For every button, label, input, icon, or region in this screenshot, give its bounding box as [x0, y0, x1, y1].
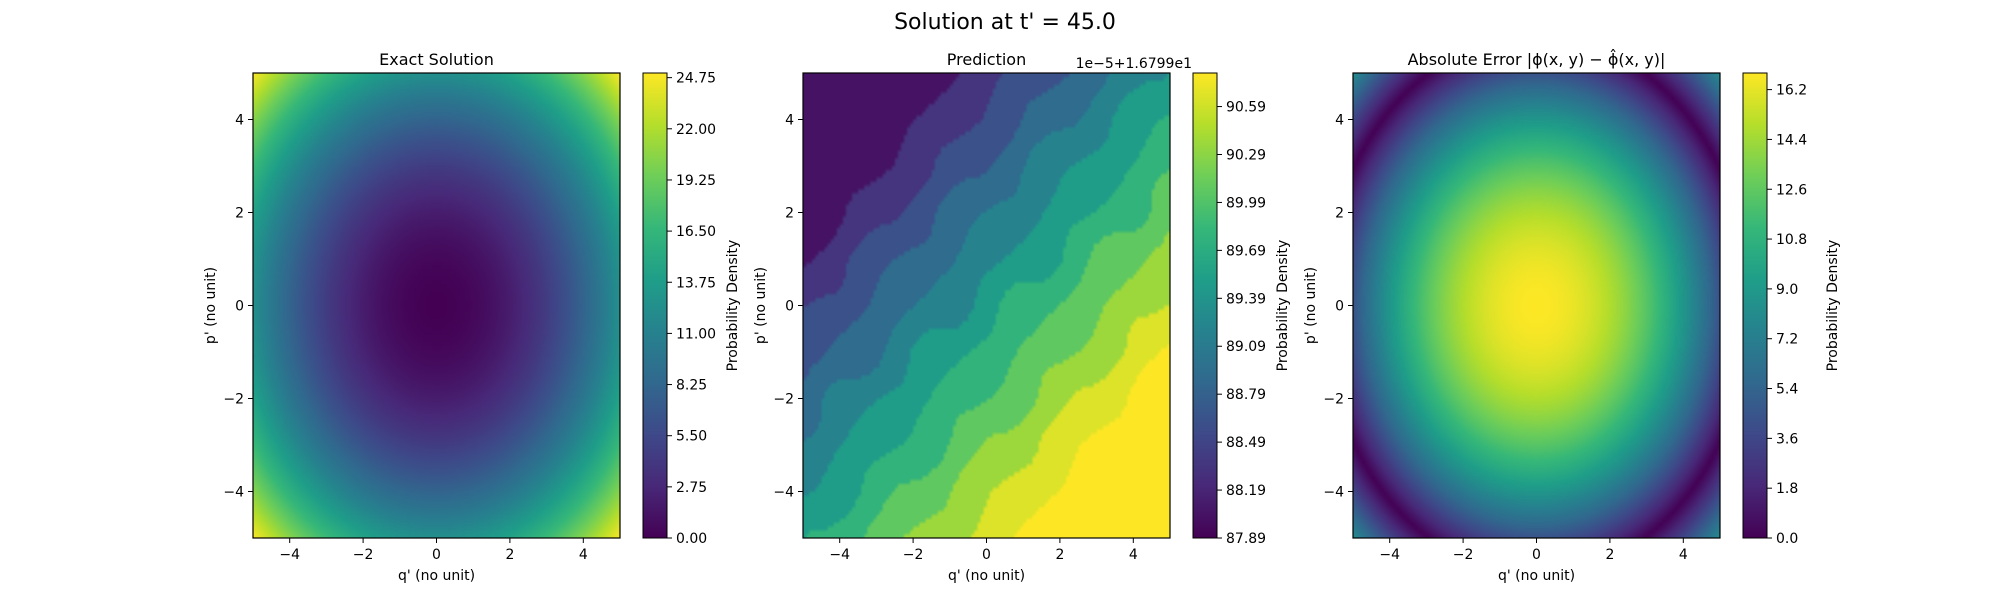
y-tick-label: 2 [235, 206, 244, 222]
y-tick-label: −4 [1323, 485, 1344, 501]
x-tick-label: −2 [1453, 547, 1474, 563]
x-tick-label: −4 [279, 547, 300, 563]
y-axis-label: p' (no unit) [203, 267, 219, 344]
colorbar-tick-label: 24.75 [676, 71, 716, 87]
colorbar-tick-label: 3.6 [1776, 431, 1798, 447]
colorbar-tick-label: 5.4 [1776, 382, 1798, 398]
x-tick-label: −2 [353, 547, 374, 563]
colorbar-frame [642, 72, 668, 539]
colorbar-tick-label: 89.69 [1226, 243, 1266, 259]
y-tick-label: −4 [223, 485, 244, 501]
colorbar-tick-label: 2.75 [676, 480, 707, 496]
x-tick-label: −4 [1379, 547, 1400, 563]
panel-title: Prediction [947, 50, 1026, 69]
y-tick-label: −2 [773, 392, 794, 408]
panels: Exact Solution −4 −2 0 2 4 4 2 0 −2 −4 q' (no unit)… [203, 49, 1841, 584]
y-tick-label: 4 [235, 113, 244, 129]
x-tick-label: 0 [982, 547, 991, 563]
colorbar-tick-label: 1.8 [1776, 481, 1798, 497]
heatmap-image [803, 73, 1170, 538]
x-axis-label: q' (no unit) [1498, 568, 1575, 584]
x-tick-label: 4 [579, 547, 588, 563]
panel-2: Prediction −4 −2 0 2 4 4 2 0 −2 −4 q' (no unit) p' (… [753, 50, 1291, 584]
colorbar [643, 73, 667, 538]
colorbar-tick-label: 13.75 [676, 275, 716, 291]
colorbar-tick-label: 16.50 [676, 224, 716, 240]
panel-title: Exact Solution [379, 50, 494, 69]
colorbar-tick-label: 19.25 [676, 173, 716, 189]
colorbar-tick-label: 8.25 [676, 378, 707, 394]
y-tick-label: 0 [785, 299, 794, 315]
colorbar-tick-label: 11.00 [676, 326, 716, 342]
colorbar-tick-label: 89.99 [1226, 195, 1266, 211]
colorbar-tick-label: 14.4 [1776, 132, 1807, 148]
colorbar-tick-label: 87.89 [1226, 531, 1266, 547]
colorbar-tick-label: 9.0 [1776, 282, 1798, 298]
colorbar-tick-label: 7.2 [1776, 332, 1798, 348]
colorbar-tick-label: 16.2 [1776, 83, 1807, 99]
x-tick-label: 4 [1679, 547, 1688, 563]
y-tick-label: 0 [1335, 299, 1344, 315]
colorbar [1743, 73, 1767, 538]
colorbar-tick-label: 88.19 [1226, 483, 1266, 499]
colorbar [1193, 73, 1217, 538]
x-tick-label: 0 [1532, 547, 1541, 563]
colorbar-tick-label: 88.49 [1226, 435, 1266, 451]
colorbar-label: Probability Density [1275, 240, 1291, 372]
colorbar-frame [1742, 72, 1768, 539]
colorbar-tick-label: 89.09 [1226, 339, 1266, 355]
colorbar-tick-label: 89.39 [1226, 291, 1266, 307]
x-tick-label: 0 [432, 547, 441, 563]
x-tick-label: 2 [505, 547, 514, 563]
colorbar-tick-label: 88.79 [1226, 387, 1266, 403]
colorbar-tick-label: 10.8 [1776, 232, 1807, 248]
heatmap-image [1353, 73, 1720, 538]
colorbar-tick-label: 22.00 [676, 122, 716, 138]
panel-1: Exact Solution −4 −2 0 2 4 4 2 0 −2 −4 q' (no unit)… [203, 50, 741, 584]
figure-suptitle: Solution at t' = 45.0 [894, 10, 1116, 35]
x-tick-label: 4 [1129, 547, 1138, 563]
x-axis-label: q' (no unit) [398, 568, 475, 584]
heatmap-image [253, 73, 620, 538]
colorbar-tick-label: 90.29 [1226, 147, 1266, 163]
y-axis-label: p' (no unit) [753, 267, 769, 344]
colorbar-tick-label: 90.59 [1226, 100, 1266, 116]
y-tick-label: 0 [235, 299, 244, 315]
colorbar-label: Probability Density [725, 240, 741, 372]
y-tick-label: 4 [1335, 113, 1344, 129]
colorbar-tick-label: 0.0 [1776, 531, 1798, 547]
x-tick-label: −2 [903, 547, 924, 563]
y-tick-label: −4 [773, 485, 794, 501]
colorbar-label: Probability Density [1825, 240, 1841, 372]
colorbar-offset-label: 1e−5+1.6799e1 [1076, 56, 1192, 72]
y-tick-label: 2 [1335, 206, 1344, 222]
y-tick-label: 4 [785, 113, 794, 129]
x-tick-label: 2 [1055, 547, 1064, 563]
colorbar-tick-label: 12.6 [1776, 182, 1807, 198]
y-tick-label: −2 [223, 392, 244, 408]
y-axis-label: p' (no unit) [1303, 267, 1319, 344]
x-tick-label: −4 [829, 547, 850, 563]
colorbar-tick-label: 0.00 [676, 531, 707, 547]
x-tick-label: 2 [1605, 547, 1614, 563]
colorbar-frame [1192, 72, 1218, 539]
panel-3: Absolute Error |ϕ(x, y) − ϕ̂(x, y)| −4 −2 0… [1303, 49, 1841, 584]
y-tick-label: −2 [1323, 392, 1344, 408]
x-axis-label: q' (no unit) [948, 568, 1025, 584]
panel-title: Absolute Error |ϕ(x, y) − ϕ̂(x, y)| [1408, 49, 1666, 69]
y-tick-label: 2 [785, 206, 794, 222]
colorbar-tick-label: 5.50 [676, 429, 707, 445]
